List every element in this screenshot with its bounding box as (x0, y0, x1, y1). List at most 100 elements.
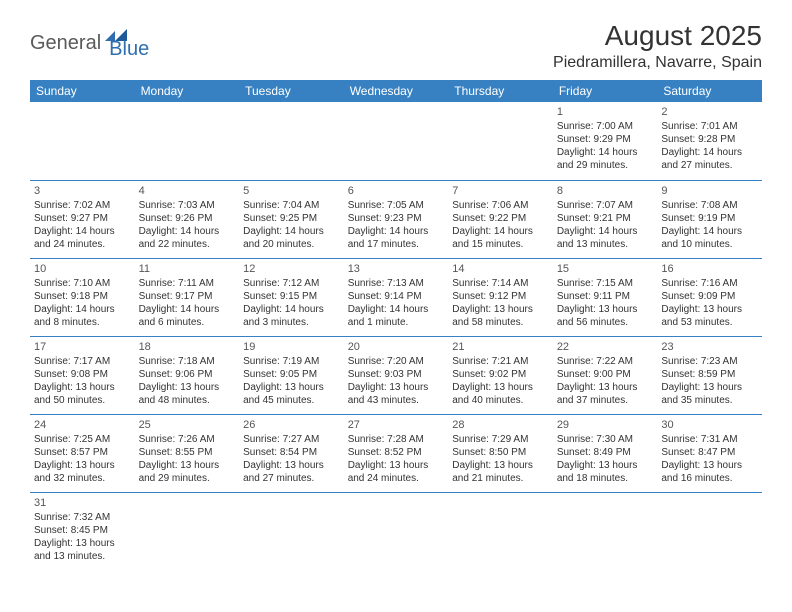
sunrise-text: Sunrise: 7:26 AM (139, 433, 236, 446)
calendar-day-cell: 30Sunrise: 7:31 AMSunset: 8:47 PMDayligh… (657, 414, 762, 492)
calendar-day-cell (448, 102, 553, 180)
calendar-day-cell: 13Sunrise: 7:13 AMSunset: 9:14 PMDayligh… (344, 258, 449, 336)
daylight-text: Daylight: 14 hours (557, 225, 654, 238)
daylight-text: and 40 minutes. (452, 394, 549, 407)
day-number: 15 (557, 262, 654, 276)
day-number: 20 (348, 340, 445, 354)
daylight-text: Daylight: 14 hours (243, 225, 340, 238)
calendar-day-cell: 17Sunrise: 7:17 AMSunset: 9:08 PMDayligh… (30, 336, 135, 414)
daylight-text: Daylight: 14 hours (557, 146, 654, 159)
day-number: 8 (557, 184, 654, 198)
daylight-text: and 13 minutes. (34, 550, 131, 563)
daylight-text: and 16 minutes. (661, 472, 758, 485)
calendar-day-cell (239, 492, 344, 570)
sunset-text: Sunset: 9:12 PM (452, 290, 549, 303)
sunrise-text: Sunrise: 7:04 AM (243, 199, 340, 212)
sunset-text: Sunset: 9:06 PM (139, 368, 236, 381)
sunrise-text: Sunrise: 7:28 AM (348, 433, 445, 446)
daylight-text: and 15 minutes. (452, 238, 549, 251)
sunrise-text: Sunrise: 7:07 AM (557, 199, 654, 212)
sunrise-text: Sunrise: 7:03 AM (139, 199, 236, 212)
daylight-text: and 45 minutes. (243, 394, 340, 407)
day-number: 6 (348, 184, 445, 198)
sunset-text: Sunset: 8:49 PM (557, 446, 654, 459)
daylight-text: and 18 minutes. (557, 472, 654, 485)
calendar-day-cell: 15Sunrise: 7:15 AMSunset: 9:11 PMDayligh… (553, 258, 658, 336)
day-number: 21 (452, 340, 549, 354)
sunset-text: Sunset: 9:18 PM (34, 290, 131, 303)
sunset-text: Sunset: 8:55 PM (139, 446, 236, 459)
daylight-text: and 8 minutes. (34, 316, 131, 329)
daylight-text: Daylight: 13 hours (34, 537, 131, 550)
calendar-day-cell: 22Sunrise: 7:22 AMSunset: 9:00 PMDayligh… (553, 336, 658, 414)
day-header: Sunday (30, 80, 135, 102)
day-number: 14 (452, 262, 549, 276)
day-number: 19 (243, 340, 340, 354)
sunrise-text: Sunrise: 7:20 AM (348, 355, 445, 368)
daylight-text: and 20 minutes. (243, 238, 340, 251)
daylight-text: Daylight: 13 hours (661, 381, 758, 394)
daylight-text: Daylight: 14 hours (139, 303, 236, 316)
calendar-page: General Blue August 2025 Piedramillera, … (0, 0, 792, 590)
day-number: 25 (139, 418, 236, 432)
daylight-text: Daylight: 13 hours (139, 381, 236, 394)
day-number: 31 (34, 496, 131, 510)
daylight-text: Daylight: 13 hours (557, 381, 654, 394)
sunset-text: Sunset: 9:26 PM (139, 212, 236, 225)
sunrise-text: Sunrise: 7:19 AM (243, 355, 340, 368)
day-number: 29 (557, 418, 654, 432)
calendar-day-cell: 6Sunrise: 7:05 AMSunset: 9:23 PMDaylight… (344, 180, 449, 258)
calendar-day-cell: 14Sunrise: 7:14 AMSunset: 9:12 PMDayligh… (448, 258, 553, 336)
sunrise-text: Sunrise: 7:21 AM (452, 355, 549, 368)
daylight-text: Daylight: 13 hours (348, 459, 445, 472)
daylight-text: and 24 minutes. (34, 238, 131, 251)
daylight-text: and 35 minutes. (661, 394, 758, 407)
calendar-week-row: 10Sunrise: 7:10 AMSunset: 9:18 PMDayligh… (30, 258, 762, 336)
daylight-text: and 3 minutes. (243, 316, 340, 329)
day-number: 27 (348, 418, 445, 432)
sunrise-text: Sunrise: 7:32 AM (34, 511, 131, 524)
day-number: 23 (661, 340, 758, 354)
daylight-text: Daylight: 14 hours (34, 225, 131, 238)
sunrise-text: Sunrise: 7:10 AM (34, 277, 131, 290)
daylight-text: and 21 minutes. (452, 472, 549, 485)
calendar-day-cell (135, 102, 240, 180)
calendar-week-row: 24Sunrise: 7:25 AMSunset: 8:57 PMDayligh… (30, 414, 762, 492)
daylight-text: Daylight: 13 hours (34, 459, 131, 472)
sunrise-text: Sunrise: 7:01 AM (661, 120, 758, 133)
calendar-day-cell: 24Sunrise: 7:25 AMSunset: 8:57 PMDayligh… (30, 414, 135, 492)
calendar-day-cell (239, 102, 344, 180)
sunset-text: Sunset: 9:03 PM (348, 368, 445, 381)
title-block: August 2025 Piedramillera, Navarre, Spai… (553, 20, 762, 72)
calendar-day-cell (30, 102, 135, 180)
sunrise-text: Sunrise: 7:18 AM (139, 355, 236, 368)
sunrise-text: Sunrise: 7:02 AM (34, 199, 131, 212)
sunset-text: Sunset: 9:28 PM (661, 133, 758, 146)
calendar-day-cell: 23Sunrise: 7:23 AMSunset: 8:59 PMDayligh… (657, 336, 762, 414)
calendar-day-cell: 20Sunrise: 7:20 AMSunset: 9:03 PMDayligh… (344, 336, 449, 414)
calendar-day-cell: 16Sunrise: 7:16 AMSunset: 9:09 PMDayligh… (657, 258, 762, 336)
calendar-day-cell: 8Sunrise: 7:07 AMSunset: 9:21 PMDaylight… (553, 180, 658, 258)
day-number: 7 (452, 184, 549, 198)
sunset-text: Sunset: 9:08 PM (34, 368, 131, 381)
daylight-text: Daylight: 13 hours (661, 303, 758, 316)
calendar-day-cell (344, 492, 449, 570)
day-number: 22 (557, 340, 654, 354)
day-number: 2 (661, 105, 758, 119)
day-number: 5 (243, 184, 340, 198)
location-text: Piedramillera, Navarre, Spain (553, 54, 762, 72)
daylight-text: and 37 minutes. (557, 394, 654, 407)
daylight-text: and 58 minutes. (452, 316, 549, 329)
daylight-text: and 29 minutes. (557, 159, 654, 172)
calendar-day-cell: 3Sunrise: 7:02 AMSunset: 9:27 PMDaylight… (30, 180, 135, 258)
calendar-day-cell: 10Sunrise: 7:10 AMSunset: 9:18 PMDayligh… (30, 258, 135, 336)
calendar-day-cell: 4Sunrise: 7:03 AMSunset: 9:26 PMDaylight… (135, 180, 240, 258)
daylight-text: and 27 minutes. (661, 159, 758, 172)
sunrise-text: Sunrise: 7:22 AM (557, 355, 654, 368)
day-number: 26 (243, 418, 340, 432)
sunrise-text: Sunrise: 7:23 AM (661, 355, 758, 368)
brand-part2: Blue (109, 26, 149, 61)
day-header: Friday (553, 80, 658, 102)
calendar-day-cell: 1Sunrise: 7:00 AMSunset: 9:29 PMDaylight… (553, 102, 658, 180)
day-number: 28 (452, 418, 549, 432)
